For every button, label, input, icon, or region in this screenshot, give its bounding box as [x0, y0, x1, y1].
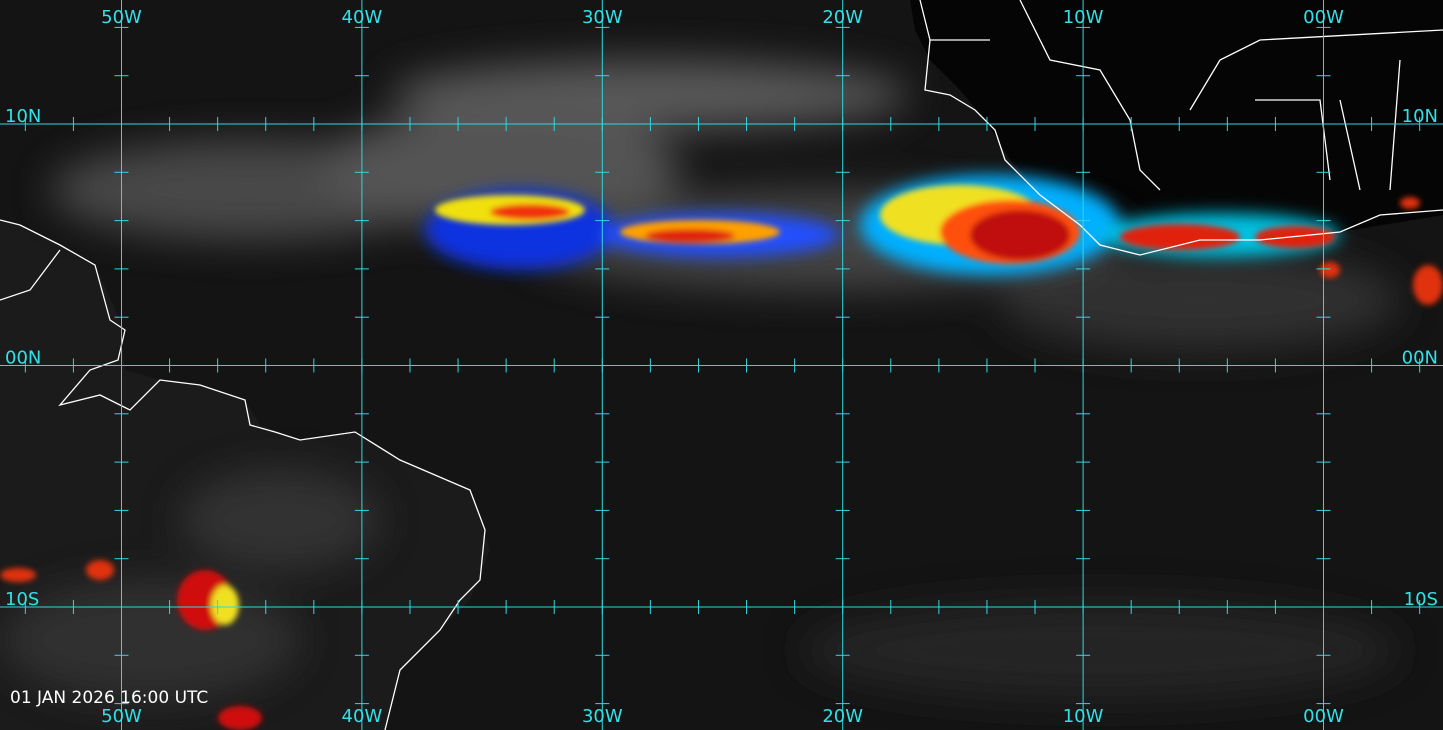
latitude-label: 00N — [5, 348, 41, 369]
latitude-label: 00N — [1402, 348, 1438, 369]
longitude-label: 40W — [342, 706, 383, 727]
latitude-label: 10N — [1402, 106, 1438, 127]
longitude-label: 30W — [582, 706, 623, 727]
latitude-label: 10S — [1404, 589, 1438, 610]
longitude-label: 50W — [101, 706, 142, 727]
latitude-label: 10S — [5, 589, 39, 610]
longitude-label: 30W — [582, 7, 623, 28]
longitude-label: 50W — [101, 7, 142, 28]
timestamp: 01 JAN 2026 16:00 UTC — [10, 688, 208, 708]
longitude-label: 20W — [822, 706, 863, 727]
longitude-label: 10W — [1063, 706, 1104, 727]
longitude-label: 00W — [1303, 7, 1344, 28]
longitude-label: 10W — [1063, 7, 1104, 28]
longitude-label: 40W — [342, 7, 383, 28]
longitude-label: 20W — [822, 7, 863, 28]
longitude-label: 00W — [1303, 706, 1344, 727]
latitude-label: 10N — [5, 106, 41, 127]
convective-clouds — [0, 175, 1443, 730]
